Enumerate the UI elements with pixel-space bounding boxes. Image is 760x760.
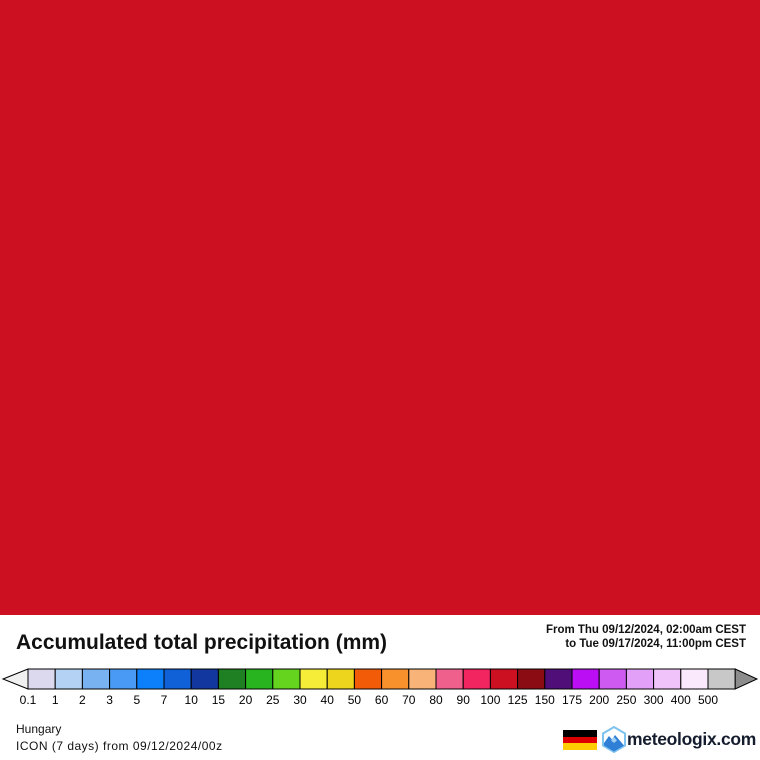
svg-text:1: 1 bbox=[52, 693, 59, 707]
svg-text:0.1: 0.1 bbox=[20, 693, 37, 707]
svg-text:3: 3 bbox=[106, 693, 113, 707]
svg-text:2: 2 bbox=[79, 693, 86, 707]
svg-text:5: 5 bbox=[133, 693, 140, 707]
svg-text:30: 30 bbox=[293, 693, 307, 707]
svg-text:10: 10 bbox=[185, 693, 199, 707]
svg-text:200: 200 bbox=[589, 693, 609, 707]
svg-text:90: 90 bbox=[457, 693, 471, 707]
svg-text:125: 125 bbox=[508, 693, 528, 707]
svg-text:250: 250 bbox=[616, 693, 636, 707]
svg-text:150: 150 bbox=[535, 693, 555, 707]
svg-text:80: 80 bbox=[429, 693, 443, 707]
svg-text:300: 300 bbox=[644, 693, 664, 707]
svg-text:400: 400 bbox=[671, 693, 691, 707]
svg-text:500: 500 bbox=[698, 693, 718, 707]
svg-text:7: 7 bbox=[161, 693, 168, 707]
svg-text:50: 50 bbox=[348, 693, 362, 707]
svg-text:175: 175 bbox=[562, 693, 582, 707]
svg-text:70: 70 bbox=[402, 693, 416, 707]
svg-text:60: 60 bbox=[375, 693, 389, 707]
svg-text:25: 25 bbox=[266, 693, 280, 707]
svg-text:40: 40 bbox=[321, 693, 335, 707]
svg-text:20: 20 bbox=[239, 693, 253, 707]
svg-text:15: 15 bbox=[212, 693, 226, 707]
svg-text:100: 100 bbox=[480, 693, 500, 707]
